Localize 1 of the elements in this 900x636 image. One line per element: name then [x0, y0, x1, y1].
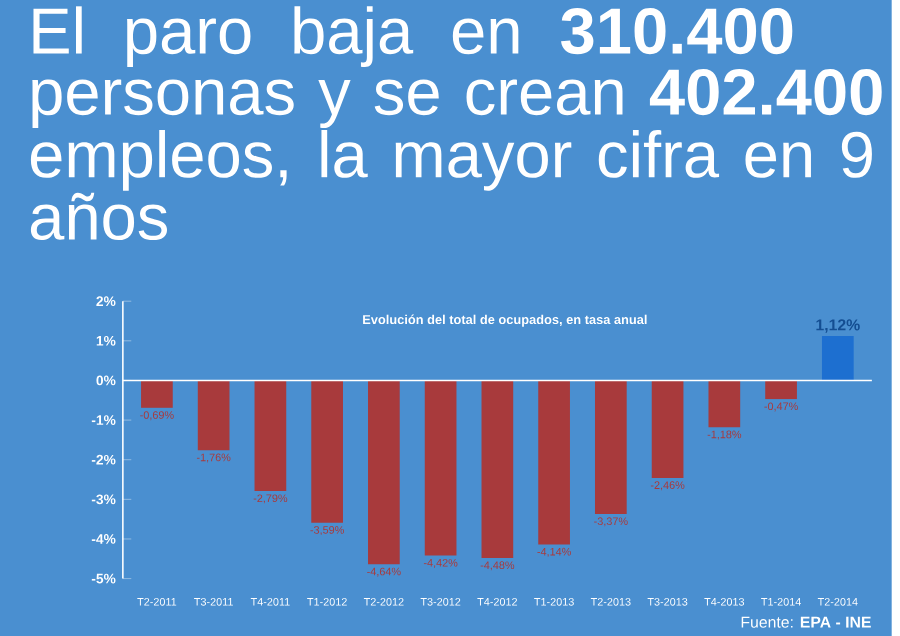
chart-title: El paro baja en 310.400 personas y se crean 402.400 empleos, la mayor cifra en 9 años [30, 6, 882, 241]
